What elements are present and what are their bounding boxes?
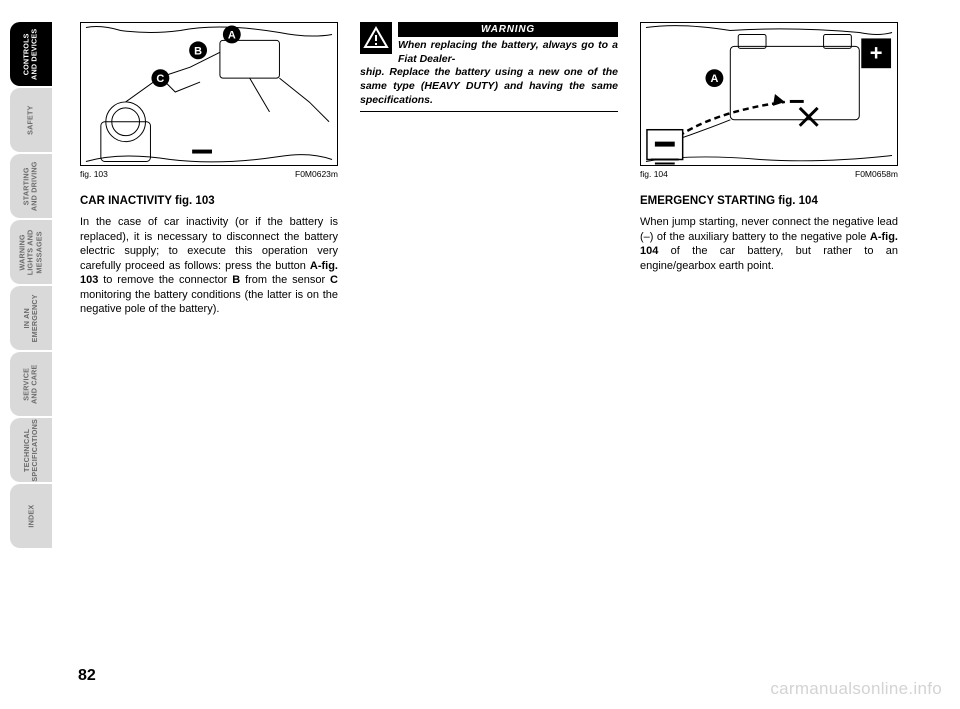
warning-text-lead: When replacing the battery, always go to… xyxy=(398,39,618,66)
tab-label: SERVICEAND CARE xyxy=(23,364,40,404)
svg-text:A: A xyxy=(228,29,236,41)
figure-103-svg: A B C xyxy=(81,22,337,166)
figure-104-caption-left: fig. 104 xyxy=(640,169,668,179)
watermark: carmanualsonline.info xyxy=(770,679,942,699)
figure-104-caption: fig. 104 F0M0658m xyxy=(640,169,898,179)
col3-body: When jump starting, never connect the ne… xyxy=(640,215,898,273)
column-2: WARNING When replacing the battery, alwa… xyxy=(360,22,618,689)
tab-label: CONTROLSAND DEVICES xyxy=(23,28,40,79)
figure-103-caption-right: F0M0623m xyxy=(295,169,338,179)
svg-text:C: C xyxy=(156,73,164,85)
col3-heading: EMERGENCY STARTING fig. 104 xyxy=(640,195,898,207)
svg-text:B: B xyxy=(194,45,202,57)
tab-controls-devices[interactable]: CONTROLSAND DEVICES xyxy=(10,22,52,86)
page-root: CONTROLSAND DEVICES SAFETY STARTINGAND D… xyxy=(0,0,960,709)
tab-label: INDEX xyxy=(27,505,35,528)
warning-box: WARNING When replacing the battery, alwa… xyxy=(360,22,618,112)
tab-technical-specs[interactable]: TECHNICALSPECIFICATIONS xyxy=(10,418,52,482)
warning-header: WARNING When replacing the battery, alwa… xyxy=(360,22,618,66)
figure-104-caption-right: F0M0658m xyxy=(855,169,898,179)
column-3: + A xyxy=(640,22,898,689)
tab-starting-driving[interactable]: STARTINGAND DRIVING xyxy=(10,154,52,218)
col1-heading: CAR INACTIVITY fig. 103 xyxy=(80,195,338,207)
warning-triangle-icon xyxy=(360,22,392,54)
warning-text-rest: ship. Replace the battery using a new on… xyxy=(360,66,618,107)
warning-right: WARNING When replacing the battery, alwa… xyxy=(398,22,618,66)
figure-103-caption-left: fig. 103 xyxy=(80,169,108,179)
page-number: 82 xyxy=(78,667,96,685)
figure-103-caption: fig. 103 F0M0623m xyxy=(80,169,338,179)
figure-104-svg: + A xyxy=(641,22,897,166)
content-area: A B C fig. 103 F0M0623m CAR INACTIVITY f… xyxy=(60,0,960,709)
svg-text:+: + xyxy=(870,40,883,65)
tab-index[interactable]: INDEX xyxy=(10,484,52,548)
tab-safety[interactable]: SAFETY xyxy=(10,88,52,152)
col1-body: In the case of car inactivity (or if the… xyxy=(80,215,338,317)
tab-label: IN ANEMERGENCY xyxy=(23,294,40,342)
tab-emergency[interactable]: IN ANEMERGENCY xyxy=(10,286,52,350)
tab-label: STARTINGAND DRIVING xyxy=(23,161,40,211)
warning-title: WARNING xyxy=(398,22,618,37)
figure-104: + A xyxy=(640,22,898,166)
tab-service-care[interactable]: SERVICEAND CARE xyxy=(10,352,52,416)
figure-103: A B C xyxy=(80,22,338,166)
tab-label: WARNINGLIGHTS ANDMESSAGES xyxy=(19,229,44,275)
column-1: A B C fig. 103 F0M0623m CAR INACTIVITY f… xyxy=(80,22,338,689)
side-tabs: CONTROLSAND DEVICES SAFETY STARTINGAND D… xyxy=(0,0,60,709)
tab-label: SAFETY xyxy=(27,105,35,135)
tab-label: TECHNICALSPECIFICATIONS xyxy=(23,419,40,482)
svg-text:A: A xyxy=(710,73,718,85)
tab-warning-lights[interactable]: WARNINGLIGHTS ANDMESSAGES xyxy=(10,220,52,284)
warning-rule xyxy=(360,111,618,112)
